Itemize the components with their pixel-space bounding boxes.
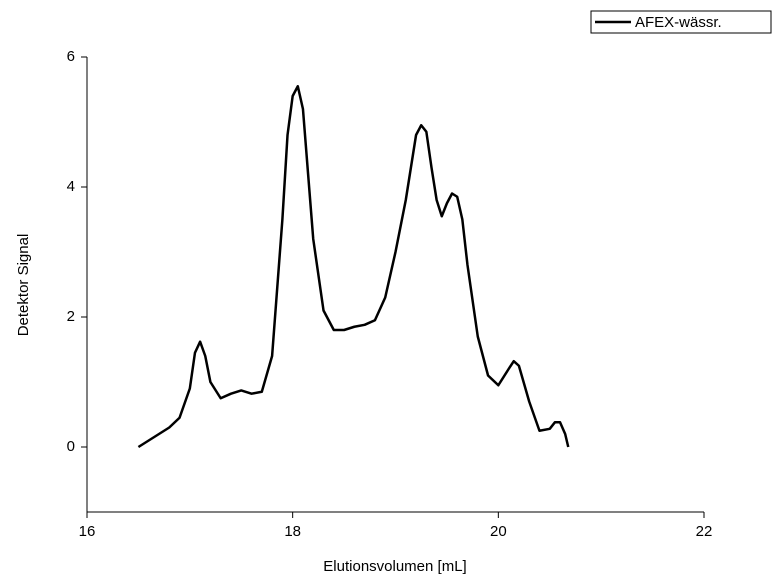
y-tick-label: 6 <box>67 48 75 65</box>
x-tick-label: 20 <box>490 523 507 540</box>
y-tick-label: 0 <box>67 438 75 455</box>
y-tick-label: 4 <box>67 178 75 195</box>
legend-label: AFEX-wässr. <box>635 14 722 31</box>
legend-box <box>590 10 772 34</box>
x-axis-label: Elutionsvolumen [mL] <box>323 558 466 575</box>
x-tick-label: 16 <box>79 523 96 540</box>
x-tick-label: 22 <box>696 523 713 540</box>
y-tick-label: 2 <box>67 308 75 325</box>
y-axis-label: Detektor Signal <box>15 234 32 337</box>
data-line <box>137 85 570 449</box>
x-tick-label: 18 <box>284 523 301 540</box>
